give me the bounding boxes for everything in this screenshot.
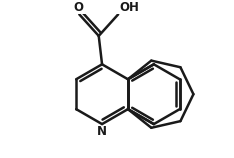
Text: N: N [97,125,107,138]
Text: O: O [73,1,84,14]
Text: OH: OH [120,1,140,14]
